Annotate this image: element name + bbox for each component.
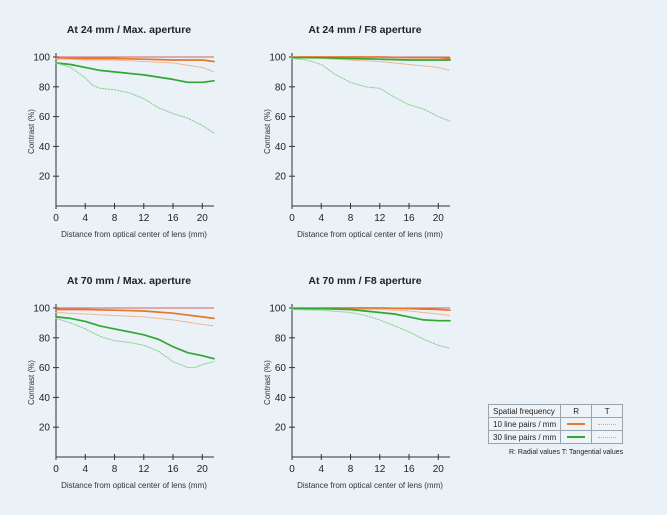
- legend-col-t: T: [591, 404, 624, 418]
- x-axis-label: Distance from optical center of lens (mm…: [297, 230, 443, 239]
- series-line-r30: [291, 56, 451, 61]
- x-tick-label: 8: [112, 213, 118, 224]
- mtf-chart-70mm-f8: At 70 mm / F8 aperture 20 40 60 80 100 0 4 8 12 1…: [240, 275, 490, 515]
- x-tick-label: 12: [138, 464, 150, 475]
- y-tick-label: 20: [275, 423, 287, 434]
- x-axis-label: Distance from optical center of lens (mm…: [297, 481, 443, 490]
- legend-table: Spatial frequency R T 10 line pairs / mm…: [487, 404, 624, 444]
- y-axis-label: Contrast (%): [263, 109, 272, 154]
- x-axis-label: Distance from optical center of lens (mm…: [61, 481, 207, 490]
- mtf-chart-70mm-max: At 70 mm / Max. aperture 20 40 60 80 100 0 4 8 1…: [4, 275, 254, 515]
- x-tick-label: 8: [348, 464, 354, 475]
- x-tick-label: 0: [289, 213, 295, 224]
- x-tick-label: 20: [197, 213, 209, 224]
- x-tick-label: 12: [374, 464, 386, 475]
- series-line-r30: [55, 62, 215, 84]
- series-line-t30: [291, 58, 451, 122]
- x-axis-label: Distance from optical center of lens (mm…: [61, 230, 207, 239]
- x-tick-label: 20: [433, 213, 445, 224]
- y-tick-label: 80: [39, 333, 51, 344]
- y-tick-label: 60: [275, 363, 287, 374]
- x-tick-label: 12: [374, 213, 386, 224]
- y-axis-label: Contrast (%): [27, 360, 36, 405]
- x-tick-label: 4: [82, 213, 88, 224]
- chart-plot: 20 40 60 80 100 0 4 8 12 16 20 Distance from optica…: [27, 304, 215, 490]
- legend-swatch-r30: [567, 436, 586, 439]
- y-tick-label: 100: [33, 53, 50, 64]
- series-line-t10: [291, 307, 451, 316]
- x-tick-label: 4: [82, 464, 88, 475]
- y-tick-label: 60: [39, 363, 51, 374]
- chart-title: At 24 mm / Max. aperture: [66, 24, 192, 36]
- legend-row-30lp: 30 line pairs / mm: [487, 430, 562, 444]
- y-axis-label: Contrast (%): [263, 360, 272, 405]
- mtf-chart-24mm-f8: At 24 mm / F8 aperture 20 40 60 80 100 0 4 8 12 1…: [240, 24, 490, 264]
- x-tick-label: 16: [403, 213, 415, 224]
- series-line-r30: [55, 316, 215, 360]
- legend-swatch-t10: [598, 423, 617, 425]
- y-tick-label: 20: [39, 423, 51, 434]
- series-line-t30: [291, 309, 451, 349]
- y-tick-label: 60: [39, 112, 51, 123]
- x-tick-label: 8: [112, 464, 118, 475]
- series-line-t10: [291, 56, 451, 71]
- y-tick-label: 20: [39, 172, 51, 183]
- x-tick-label: 0: [289, 464, 295, 475]
- legend-row-10lp: 10 line pairs / mm: [487, 417, 562, 431]
- series-line-t10: [55, 58, 215, 73]
- legend-col-r: R: [560, 404, 593, 418]
- legend-note: R: Radial values T: Tangential values: [508, 449, 624, 456]
- series-line-r10: [55, 57, 215, 63]
- series-line-t10: [55, 312, 215, 327]
- chart-plot: 20 40 60 80 100 0 4 8 12 16 20 Distance from optica…: [263, 53, 451, 239]
- x-tick-label: 12: [138, 213, 150, 224]
- legend: Spatial frequency R T 10 line pairs / mm…: [487, 404, 624, 456]
- legend-header: Spatial frequency: [487, 404, 562, 418]
- y-tick-label: 40: [275, 142, 287, 153]
- legend-swatch-t30: [598, 436, 617, 438]
- y-axis-label: Contrast (%): [27, 109, 36, 154]
- y-tick-label: 40: [275, 393, 287, 404]
- series-line-r10: [55, 308, 215, 320]
- x-tick-label: 0: [53, 213, 59, 224]
- y-tick-label: 100: [269, 53, 286, 64]
- chart-title: At 70 mm / Max. aperture: [66, 275, 192, 287]
- x-tick-label: 4: [318, 213, 324, 224]
- chart-plot: 20 40 60 80 100 0 4 8 12 16 20 Distance from optica…: [263, 304, 451, 490]
- y-tick-label: 40: [39, 393, 51, 404]
- x-tick-label: 16: [167, 464, 179, 475]
- x-tick-label: 16: [403, 464, 415, 475]
- series-line-t30: [55, 62, 215, 134]
- legend-swatch-r10: [567, 423, 586, 426]
- chart-title: At 24 mm / F8 aperture: [308, 24, 422, 36]
- mtf-chart-24mm-max: At 24 mm / Max. aperture 20 40 60 80 100 0 4 8 1…: [4, 24, 254, 264]
- x-tick-label: 4: [318, 464, 324, 475]
- y-tick-label: 20: [275, 172, 287, 183]
- x-tick-label: 20: [197, 464, 209, 475]
- y-tick-label: 60: [275, 112, 287, 123]
- y-tick-label: 100: [269, 304, 286, 315]
- chart-title: At 70 mm / F8 aperture: [308, 275, 422, 287]
- series-line-t30: [55, 317, 215, 369]
- series-line-r30: [291, 307, 451, 322]
- x-tick-label: 16: [167, 213, 179, 224]
- chart-plot: 20 40 60 80 100 0 4 8 12 16 20 Distance from optica…: [27, 53, 215, 239]
- y-tick-label: 80: [275, 82, 287, 93]
- y-tick-label: 40: [39, 142, 51, 153]
- x-tick-label: 0: [53, 464, 59, 475]
- x-tick-label: 20: [433, 464, 445, 475]
- y-tick-label: 80: [275, 333, 287, 344]
- x-tick-label: 8: [348, 213, 354, 224]
- y-tick-label: 80: [39, 82, 51, 93]
- y-tick-label: 100: [33, 304, 50, 315]
